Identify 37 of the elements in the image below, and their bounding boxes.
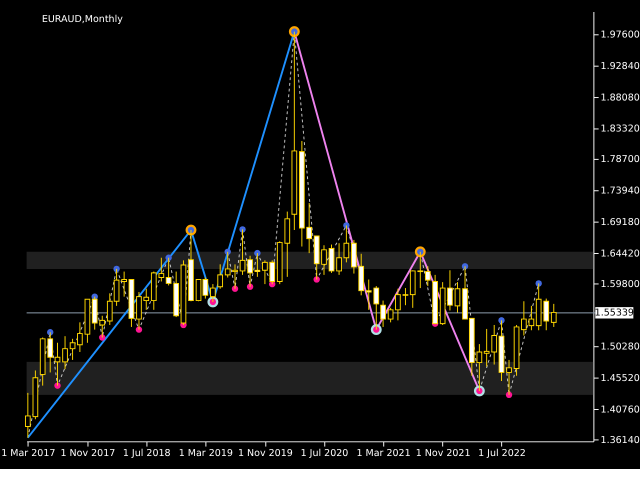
y-tick-label: 1.40760 bbox=[600, 404, 640, 416]
candlestick bbox=[424, 266, 431, 287]
y-tick-label: 1.78700 bbox=[600, 154, 640, 166]
candlestick bbox=[543, 298, 550, 331]
x-tick-label: 1 Jul 2020 bbox=[300, 448, 348, 460]
y-tick-label: 1.97600 bbox=[600, 30, 640, 41]
candlestick bbox=[366, 279, 372, 310]
point bbox=[99, 334, 106, 341]
y-tick-label: 1.45520 bbox=[600, 372, 640, 384]
x-tick-label: 1 Jul 2018 bbox=[122, 448, 171, 460]
candlestick bbox=[306, 202, 312, 254]
y-tick-label: 1.36140 bbox=[600, 434, 640, 446]
y-tick-label: 1.73940 bbox=[600, 186, 640, 197]
chart-title: EURAUD,Monthly bbox=[42, 14, 124, 25]
x-tick-label: 1 Nov 2017 bbox=[60, 448, 116, 460]
candlestick bbox=[550, 303, 557, 328]
point bbox=[224, 248, 231, 255]
candlestick bbox=[158, 257, 164, 282]
ref-line-label: 1.55339 bbox=[594, 308, 634, 319]
y-tick-label: 1.92840 bbox=[600, 60, 640, 72]
candlestick bbox=[484, 328, 490, 367]
candlestick bbox=[380, 300, 386, 328]
x-tick-label: 1 Mar 2021 bbox=[356, 448, 411, 460]
y-tick-label: 1.83320 bbox=[600, 124, 640, 135]
x-tick-label: 1 Nov 2021 bbox=[416, 448, 471, 460]
x-tick-label: 1 Nov 2019 bbox=[238, 448, 293, 460]
y-tick-label: 1.59800 bbox=[600, 278, 640, 290]
x-tick-label: 1 Jul 2022 bbox=[478, 448, 526, 460]
y-tick-label: 1.88080 bbox=[600, 92, 640, 104]
y-tick-label: 1.64420 bbox=[600, 248, 640, 260]
point bbox=[246, 284, 254, 290]
candlestick bbox=[217, 264, 224, 290]
x-tick-label: 1 Mar 2017 bbox=[1, 448, 56, 460]
x-tick-label: 1 Mar 2019 bbox=[178, 448, 233, 460]
candlestick bbox=[24, 392, 31, 438]
y-tick-label: 1.50280 bbox=[600, 342, 640, 353]
y-tick-label: 1.69180 bbox=[600, 216, 640, 228]
